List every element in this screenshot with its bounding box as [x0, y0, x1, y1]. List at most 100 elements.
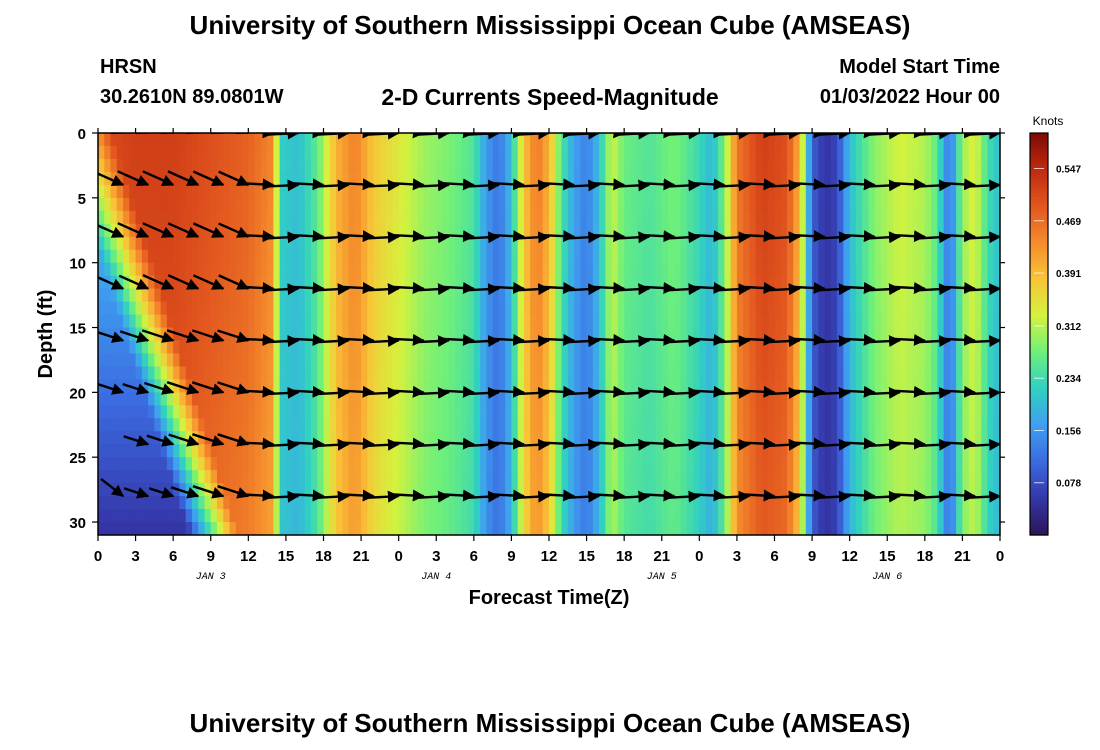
heatmap-cell [386, 314, 393, 329]
heatmap-cell [148, 314, 155, 329]
heatmap-cell [574, 470, 581, 484]
heatmap-cell [436, 392, 444, 406]
heatmap-cell [342, 184, 350, 199]
heatmap-cell [523, 444, 531, 458]
heatmap-cell [730, 405, 738, 419]
heatmap-cell [505, 431, 513, 445]
heatmap-cell [705, 431, 713, 445]
heatmap-cell [761, 340, 769, 355]
heatmap-cell [893, 184, 901, 199]
heatmap-cell [323, 418, 331, 432]
heatmap-cell [223, 405, 231, 419]
heatmap-cell [855, 366, 863, 380]
heatmap-cell [542, 483, 550, 497]
chart-subtitle: 2-D Currents Speed-Magnitude [381, 84, 719, 110]
heatmap-cell [173, 522, 181, 535]
heatmap-cell [404, 496, 412, 510]
heatmap-cell [993, 223, 1000, 238]
heatmap-cell [373, 327, 381, 342]
heatmap-cell [630, 133, 638, 147]
heatmap-cell [185, 496, 193, 510]
heatmap-cell [780, 288, 788, 303]
heatmap-cell [210, 210, 218, 225]
colorbar-tick-label: 0.391 [1056, 269, 1081, 280]
heatmap-cell [198, 133, 206, 147]
heatmap-cell [661, 301, 669, 316]
heatmap-cell [423, 405, 431, 419]
heatmap-cell [943, 158, 951, 173]
heatmap-cell [429, 353, 437, 368]
heatmap-cell [235, 288, 243, 303]
heatmap-cell [755, 418, 763, 432]
heatmap-cell [523, 405, 531, 419]
heatmap-cell [567, 392, 575, 406]
heatmap-cell [768, 470, 776, 484]
heatmap-cell [455, 158, 462, 173]
heatmap-cell [730, 275, 738, 290]
heatmap-cell [699, 327, 707, 342]
current-vector [919, 231, 952, 244]
heatmap-cell [699, 184, 707, 199]
heatmap-cell [943, 171, 951, 186]
heatmap-cell [404, 444, 412, 458]
colorbar-segment [1030, 236, 1048, 241]
heatmap-cell [498, 262, 506, 277]
current-vector [443, 282, 475, 295]
heatmap-cell [404, 133, 412, 147]
heatmap-cell [736, 158, 744, 173]
heatmap-cell [956, 392, 964, 406]
heatmap-cell [768, 340, 776, 355]
heatmap-cell [937, 145, 945, 160]
colorbar-segment [1030, 273, 1048, 278]
heatmap-cell [411, 418, 419, 432]
heatmap-cell [849, 457, 857, 471]
heatmap-cell [599, 444, 606, 458]
heatmap-cell [342, 457, 350, 471]
heatmap-cell [862, 145, 870, 160]
heatmap-cell [993, 457, 1000, 471]
heatmap-cell [843, 236, 851, 251]
heatmap-cell [173, 470, 181, 484]
heatmap-cell [248, 470, 256, 484]
heatmap-cell [962, 418, 970, 432]
heatmap-cell [523, 483, 531, 497]
heatmap-cell [705, 327, 713, 342]
heatmap-cell [818, 496, 826, 510]
heatmap-cell [486, 184, 494, 199]
colorbar-segment [1030, 421, 1048, 426]
heatmap-cell [937, 483, 945, 497]
heatmap-cell [912, 184, 920, 199]
heatmap-cell [655, 470, 663, 484]
heatmap-cell [411, 158, 419, 173]
current-vector [619, 283, 651, 296]
heatmap-cell [379, 470, 387, 484]
heatmap-cell [323, 249, 331, 264]
heatmap-cell [386, 145, 393, 160]
heatmap-cell [505, 288, 513, 303]
heatmap-cell [661, 457, 669, 471]
colorbar-segment [1030, 169, 1048, 174]
heatmap-cell [868, 133, 876, 147]
heatmap-cell [812, 210, 819, 225]
heatmap-cell [148, 197, 155, 212]
heatmap-cell [787, 171, 794, 186]
heatmap-cell [542, 392, 550, 406]
heatmap-cell [348, 133, 356, 147]
heatmap-cell [906, 483, 913, 497]
heatmap-cell [787, 288, 794, 303]
heatmap-cell [586, 197, 594, 212]
heatmap-cell [386, 483, 393, 497]
heatmap-cell [166, 509, 174, 523]
heatmap-cell [179, 288, 187, 303]
heatmap-cell [755, 509, 763, 523]
heatmap-cell [736, 431, 744, 445]
heatmap-cell [417, 210, 425, 225]
heatmap-cell [179, 418, 187, 432]
heatmap-cell [949, 210, 957, 225]
heatmap-cell [448, 431, 456, 445]
heatmap-cell [880, 340, 888, 355]
heatmap-cell [354, 249, 362, 264]
heatmap-cell [160, 457, 168, 471]
colorbar-segment [1030, 390, 1048, 395]
heatmap-cell [498, 158, 506, 173]
